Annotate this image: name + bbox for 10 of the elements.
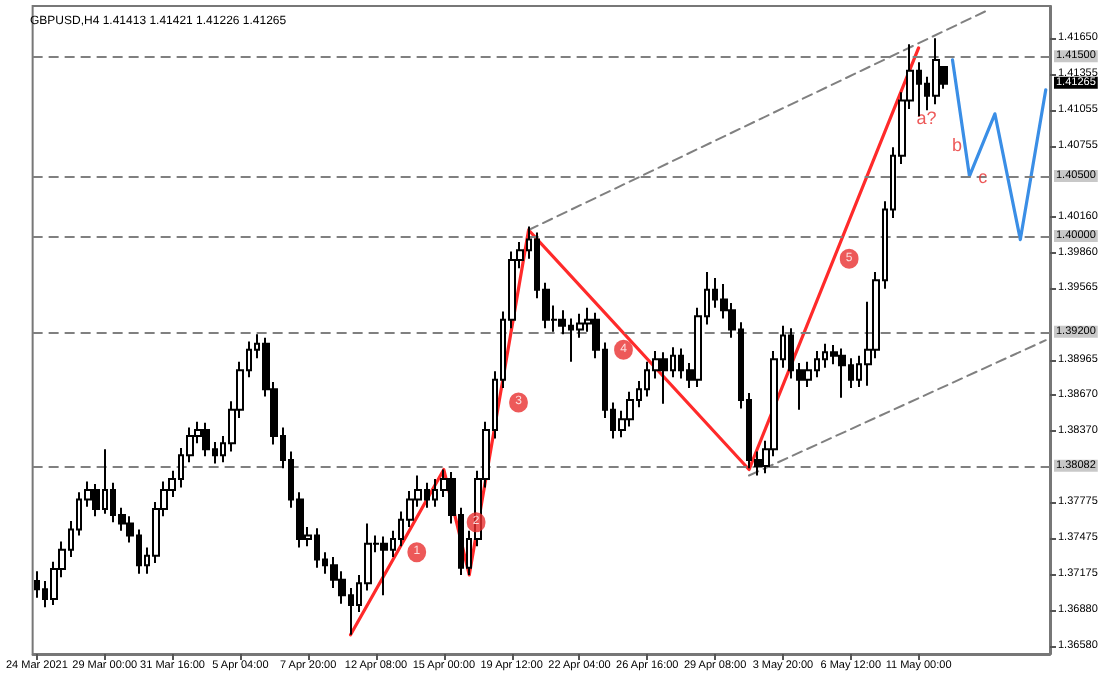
line-series [348, 46, 921, 637]
candlestick [202, 421, 210, 458]
candlestick [932, 37, 940, 106]
annotation: b [951, 134, 962, 155]
line-series [950, 58, 1048, 242]
annotation: a? [916, 107, 937, 128]
candlestick [380, 535, 388, 597]
candlestick [660, 351, 668, 405]
candlestick [34, 570, 40, 599]
candlestick [838, 347, 846, 399]
